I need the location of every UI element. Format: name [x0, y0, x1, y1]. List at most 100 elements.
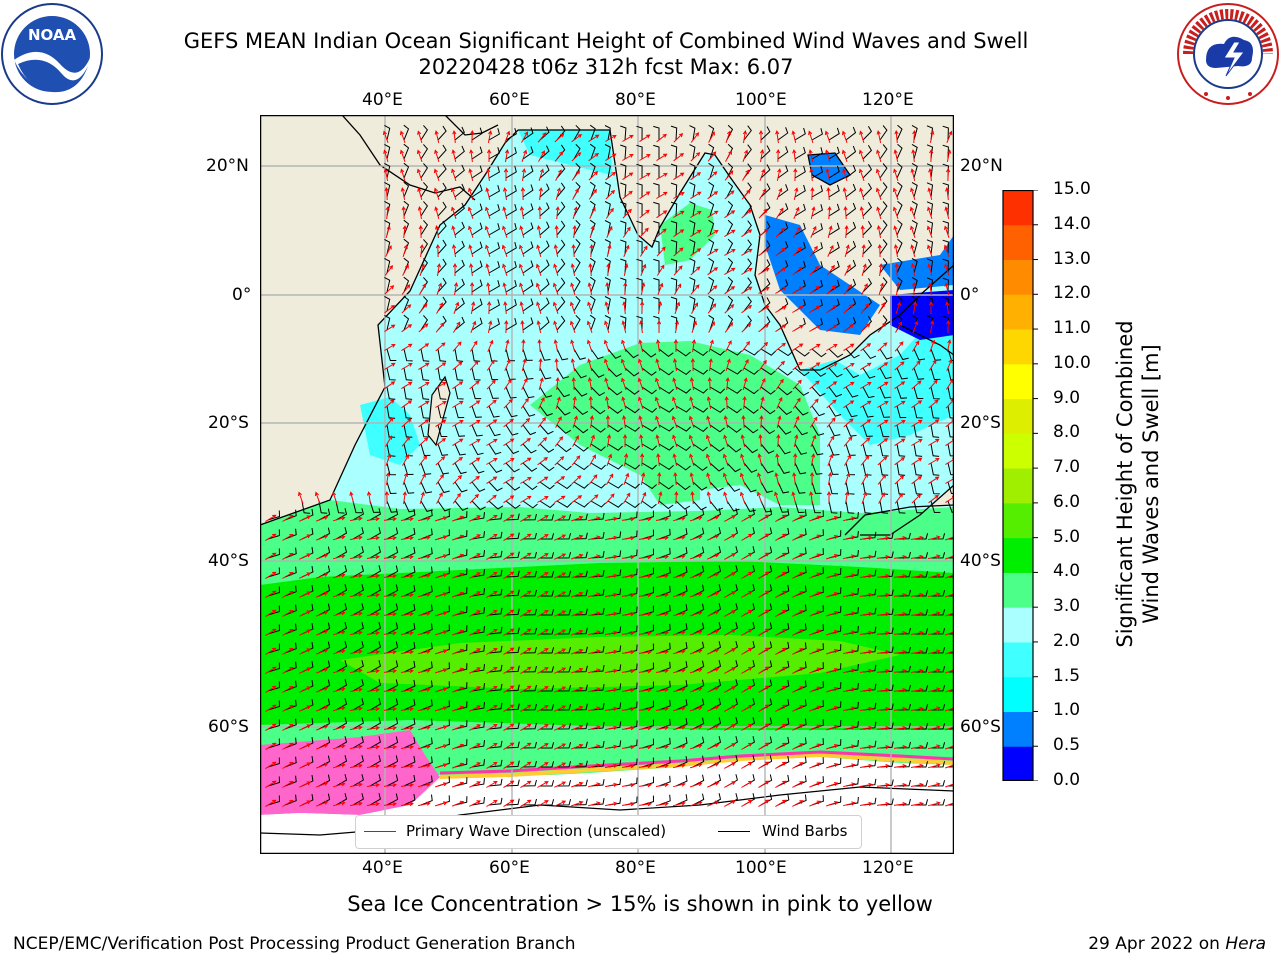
wind-barb — [675, 642, 688, 654]
wind-barb — [420, 348, 430, 362]
wind-barb — [284, 775, 297, 787]
wave-direction-arrow — [605, 535, 618, 541]
wave-direction-arrow — [674, 283, 682, 295]
wave-direction-arrow — [434, 668, 448, 674]
wave-direction-arrow — [571, 591, 584, 598]
wind-barb — [540, 685, 555, 692]
wave-direction-arrow — [316, 553, 329, 560]
wave-direction-arrow — [639, 153, 651, 161]
wind-barb — [794, 146, 806, 160]
wave-direction-arrow — [927, 187, 933, 201]
wind-barb — [505, 532, 520, 540]
wave-direction-arrow — [741, 742, 753, 750]
wave-direction-arrow — [707, 210, 719, 219]
wave-direction-arrow — [537, 205, 542, 220]
wind-barb — [573, 405, 589, 416]
wave-direction-arrow — [504, 339, 510, 353]
wind-barb — [726, 424, 742, 433]
wind-barb — [420, 585, 433, 597]
wave-direction-arrow — [605, 207, 614, 219]
wind-barb — [658, 737, 671, 749]
wind-barb — [505, 184, 517, 198]
colorbar-segment — [1003, 329, 1033, 365]
wind-barb — [573, 424, 589, 434]
wave-direction-arrow — [775, 704, 787, 713]
wave-direction-arrow — [366, 668, 380, 674]
wave-direction-arrow — [265, 780, 277, 789]
wind-barb — [942, 239, 949, 255]
wave-direction-arrow — [638, 415, 644, 429]
wind-barb — [522, 405, 536, 417]
wave-direction-arrow — [876, 745, 890, 750]
wave-direction-arrow — [876, 726, 890, 731]
wind-barb — [556, 665, 572, 673]
wind-barb — [471, 481, 486, 493]
wind-barb — [930, 424, 940, 438]
wind-barb — [641, 586, 655, 597]
wave-direction-arrow — [417, 611, 431, 617]
wind-barb — [624, 405, 640, 414]
wind-barb — [522, 551, 537, 559]
wind-barb — [607, 424, 623, 433]
wave-direction-arrow — [452, 591, 465, 598]
wave-direction-arrow — [332, 649, 346, 655]
wind-barb — [556, 589, 572, 597]
wave-direction-arrow — [640, 263, 647, 276]
wind-barb — [947, 614, 954, 616]
wave-direction-arrow — [929, 320, 935, 333]
wave-direction-arrow — [605, 516, 618, 522]
wind-barb — [675, 623, 688, 635]
wind-barb — [777, 348, 793, 357]
wave-direction-arrow — [571, 515, 584, 522]
wind-barb — [708, 143, 715, 160]
wind-barb — [811, 367, 827, 377]
wave-direction-arrow — [741, 414, 746, 429]
wind-barb — [539, 367, 552, 380]
wind-barb — [505, 443, 520, 455]
wave-direction-arrow — [946, 130, 953, 143]
wind-barb — [896, 722, 911, 730]
wave-direction-arrow — [265, 704, 277, 713]
coastlines — [260, 115, 954, 536]
wind-barb — [352, 641, 364, 654]
wave-direction-arrow — [656, 453, 661, 467]
wave-direction-arrow — [792, 705, 804, 712]
wave-direction-arrow — [775, 628, 787, 637]
wind-barb — [914, 761, 929, 768]
wave-direction-arrow — [570, 282, 576, 296]
wave-direction-arrow — [792, 800, 804, 807]
wave-direction-arrow — [809, 724, 822, 731]
wind-barb — [708, 124, 715, 141]
wind-barb — [845, 500, 855, 514]
wind-barb — [522, 317, 534, 331]
wave-direction-arrow — [689, 415, 695, 428]
wave-direction-arrow — [451, 244, 457, 258]
wave-direction-arrow — [435, 381, 447, 389]
wind-barb — [641, 605, 655, 616]
wave-direction-arrow — [945, 167, 951, 182]
wave-direction-arrow — [554, 515, 567, 522]
wind-barb — [386, 622, 399, 635]
wind-barb — [708, 238, 715, 255]
wind-barb — [420, 680, 433, 692]
wind-barb — [505, 646, 520, 654]
wave-direction-arrow — [452, 610, 465, 617]
wind-barb — [675, 528, 688, 540]
wave-direction-arrow — [638, 612, 652, 617]
wind-barb — [488, 128, 500, 141]
wind-barb — [352, 660, 364, 673]
wave-direction-arrow — [587, 339, 593, 352]
wave-direction-arrow — [638, 396, 644, 409]
wave-direction-arrow — [945, 592, 954, 598]
wave-direction-arrow — [400, 516, 414, 522]
wind-barb — [675, 462, 691, 471]
wave-direction-arrow — [503, 167, 509, 181]
wave-direction-arrow — [384, 417, 394, 428]
wind-barb — [589, 276, 596, 293]
wave-direction-arrow — [639, 172, 651, 180]
sea-ice-pink — [260, 730, 440, 815]
wave-direction-arrow — [621, 320, 627, 334]
wave-direction-arrow — [945, 725, 954, 731]
wave-direction-arrow — [536, 301, 542, 315]
wave-direction-arrow — [776, 396, 783, 409]
